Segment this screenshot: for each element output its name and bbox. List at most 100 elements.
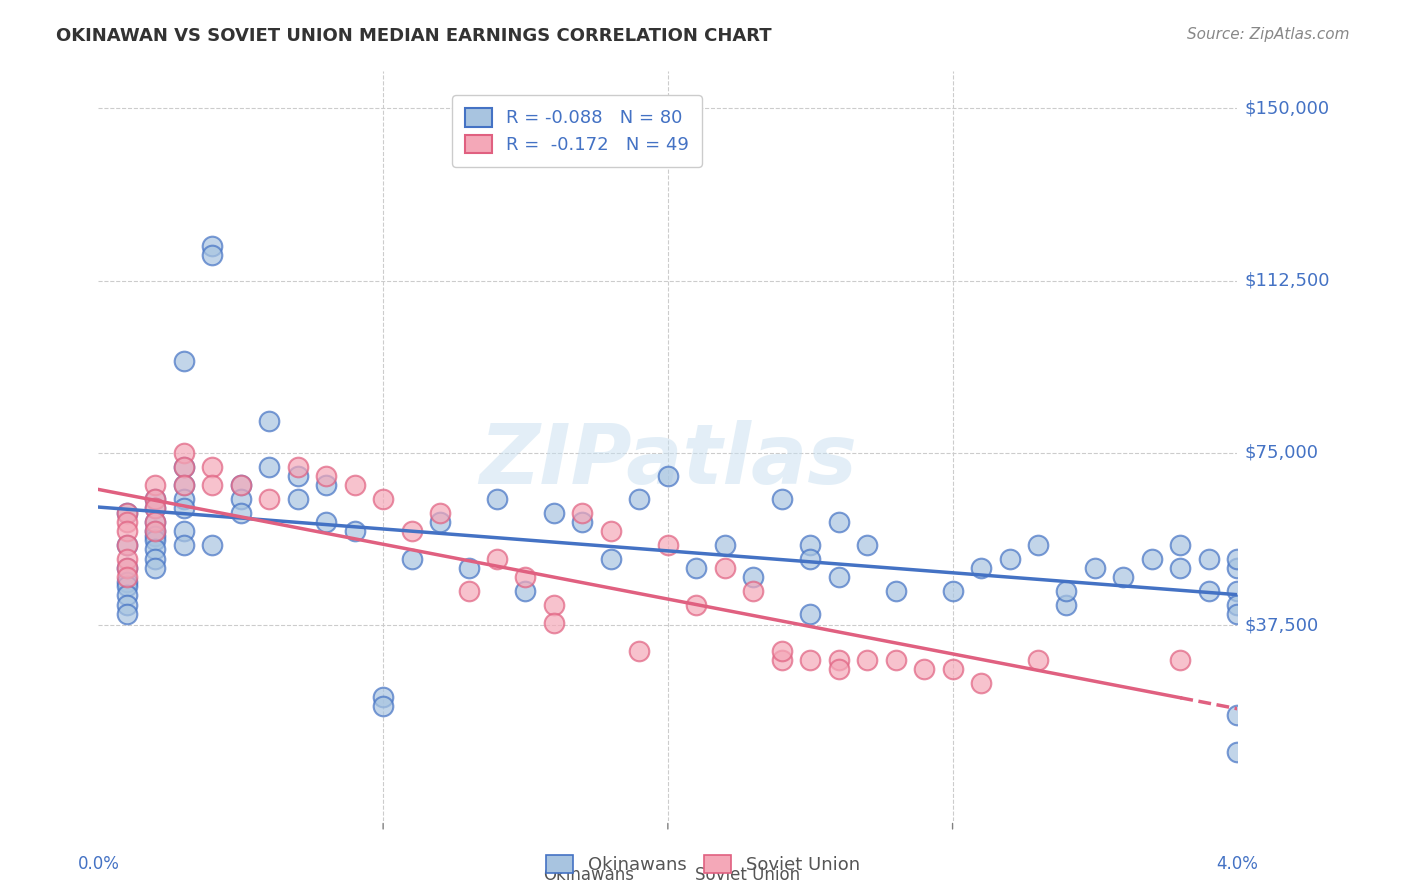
Point (115, 588, 138, 602)
Point (145, 491, 167, 506)
Point (457, 561, 479, 575)
Legend: R = -0.088   N = 80, R =  -0.172   N = 49: R = -0.088 N = 80, R = -0.172 N = 49 (451, 95, 702, 167)
Point (1026, 538, 1049, 552)
Point (229, 506, 252, 520)
Point (201, 248, 224, 262)
Point (145, 561, 167, 575)
Point (884, 583, 907, 598)
Point (1026, 653, 1049, 667)
Point (884, 653, 907, 667)
Legend: Okinawans, Soviet Union: Okinawans, Soviet Union (537, 846, 869, 883)
Point (115, 524, 138, 538)
Text: 4.0%: 4.0% (1216, 855, 1258, 873)
Point (201, 478, 224, 492)
Point (828, 653, 851, 667)
Point (571, 506, 593, 520)
Point (942, 583, 965, 598)
Point (856, 653, 879, 667)
Point (201, 459, 224, 474)
Point (145, 515, 167, 529)
Point (657, 468, 679, 483)
Point (970, 561, 993, 575)
Point (115, 506, 138, 520)
Point (259, 491, 281, 506)
Text: Source: ZipAtlas.com: Source: ZipAtlas.com (1187, 27, 1350, 42)
Point (1170, 538, 1192, 552)
Point (229, 478, 252, 492)
Point (229, 491, 252, 506)
Point (173, 478, 195, 492)
Point (486, 551, 509, 566)
Text: ZIPatlas: ZIPatlas (479, 420, 856, 501)
Point (115, 561, 138, 575)
Point (486, 491, 509, 506)
Point (828, 515, 851, 529)
Point (145, 551, 167, 566)
Point (259, 459, 281, 474)
Point (315, 478, 337, 492)
Point (1226, 607, 1249, 621)
Point (1226, 561, 1249, 575)
Point (429, 515, 451, 529)
Text: $75,000: $75,000 (1244, 444, 1319, 462)
Point (115, 607, 138, 621)
Point (799, 653, 821, 667)
Point (145, 501, 167, 516)
Point (600, 524, 623, 538)
Point (515, 570, 537, 584)
Point (173, 538, 195, 552)
Point (145, 478, 167, 492)
Point (429, 506, 451, 520)
Point (1198, 551, 1220, 566)
Point (401, 551, 423, 566)
Point (259, 414, 281, 428)
Point (173, 354, 195, 368)
Point (770, 491, 793, 506)
Point (287, 491, 309, 506)
Point (799, 607, 821, 621)
Point (173, 491, 195, 506)
Point (1112, 570, 1135, 584)
Point (145, 542, 167, 557)
Point (115, 570, 138, 584)
Point (1198, 583, 1220, 598)
Point (173, 459, 195, 474)
Text: $150,000: $150,000 (1244, 99, 1329, 117)
Point (685, 598, 707, 612)
Point (145, 501, 167, 516)
Point (543, 506, 565, 520)
Point (115, 561, 138, 575)
Point (1056, 598, 1078, 612)
Point (201, 239, 224, 253)
Point (115, 538, 138, 552)
Point (173, 501, 195, 516)
Point (115, 574, 138, 589)
Point (1170, 653, 1192, 667)
Point (742, 570, 765, 584)
Point (173, 459, 195, 474)
Point (1226, 598, 1249, 612)
Point (1226, 551, 1249, 566)
Point (173, 446, 195, 460)
Point (115, 551, 138, 566)
Point (115, 538, 138, 552)
Point (1226, 745, 1249, 759)
Point (287, 468, 309, 483)
Point (1170, 561, 1192, 575)
Point (828, 570, 851, 584)
Point (515, 583, 537, 598)
Point (145, 515, 167, 529)
Point (229, 478, 252, 492)
Point (543, 598, 565, 612)
Point (714, 538, 737, 552)
Point (685, 561, 707, 575)
Point (600, 551, 623, 566)
Point (343, 478, 366, 492)
Point (115, 579, 138, 593)
Point (315, 515, 337, 529)
Point (799, 551, 821, 566)
Text: Soviet Union: Soviet Union (695, 865, 800, 884)
Text: $112,500: $112,500 (1244, 271, 1330, 290)
Point (657, 538, 679, 552)
Point (912, 662, 935, 676)
